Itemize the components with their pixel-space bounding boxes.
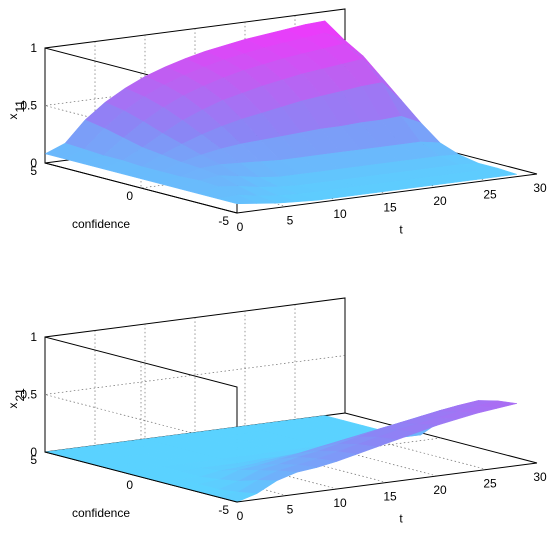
z-axis-label-subscript: 11	[13, 100, 27, 113]
axes-box-front	[44, 162, 538, 214]
y-axis-label: confidence	[72, 506, 130, 520]
tick-label-t: 30	[533, 181, 547, 195]
tick-label-z: 1	[30, 330, 37, 344]
tick-label-z: 0.5	[20, 388, 37, 402]
surface	[44, 20, 518, 205]
tick-label-z: 1	[30, 41, 37, 55]
axis-labels: t confidence x11	[6, 100, 403, 237]
tick-label-confidence: 0	[126, 189, 133, 203]
z-axis-label: x11	[6, 100, 27, 120]
tick-label-confidence: -5	[218, 503, 229, 517]
z-axis-label-subscript: 21	[13, 388, 27, 402]
floor-front-edge	[44, 451, 538, 503]
tick-label-t: 25	[483, 188, 497, 202]
z-axis-label-name: x	[6, 403, 20, 409]
tick-label-t: 15	[383, 490, 397, 504]
tick-label-confidence: 5	[30, 453, 37, 467]
floor-front-edge	[44, 162, 538, 214]
tick-label-z: 0	[30, 445, 37, 459]
z-axis-label-name: x	[6, 114, 20, 120]
tick-label-t: 25	[483, 477, 497, 491]
x-axis-label: t	[399, 223, 403, 237]
tick-label-t: 10	[333, 496, 347, 510]
tick-label-confidence: -5	[218, 214, 229, 228]
tick-label-t: 30	[533, 470, 547, 484]
y-axis-label: confidence	[72, 217, 130, 231]
tick-label-t: 5	[287, 503, 294, 517]
gridline-x	[44, 355, 346, 445]
tick-label-t: 0	[237, 509, 244, 523]
surface-patch	[217, 194, 258, 205]
tick-label-t: 0	[237, 220, 244, 234]
tick-label-t: 20	[433, 483, 447, 497]
tick-label-t: 5	[287, 214, 294, 228]
surface	[44, 400, 518, 503]
x-axis-label: t	[399, 512, 403, 526]
axes-box-front	[44, 451, 538, 503]
tick-label-t: 15	[383, 201, 397, 215]
tick-label-confidence: 5	[30, 164, 37, 178]
axis-labels: t confidence x21	[6, 388, 403, 526]
tick-label-z: 0.5	[20, 99, 37, 113]
tick-label-confidence: 0	[126, 478, 133, 492]
tick-label-t: 10	[333, 207, 347, 221]
tick-label-t: 20	[433, 194, 447, 208]
tick-label-z: 0	[30, 156, 37, 170]
z-axis-label: x21	[6, 388, 27, 409]
